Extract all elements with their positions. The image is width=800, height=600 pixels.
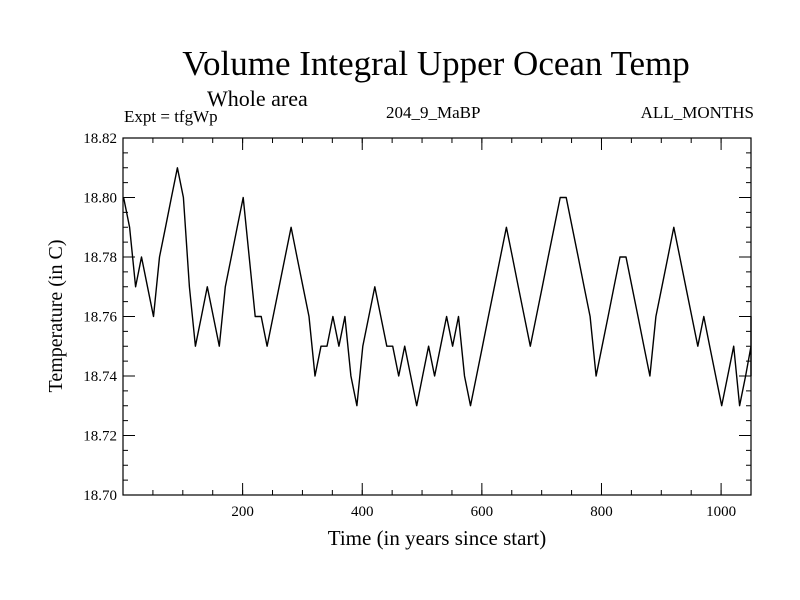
x-axis-label: Time (in years since start) (328, 526, 547, 550)
y-tick-label: 18.80 (83, 191, 117, 207)
period-label: ALL_MONTHS (640, 103, 754, 122)
y-tick-label: 18.72 (83, 429, 117, 445)
y-tick-label: 18.70 (83, 488, 117, 504)
series-layer (122, 167, 752, 407)
y-tick-label: 18.82 (83, 131, 117, 147)
y-axis-label: Temperature (in C) (45, 240, 67, 393)
y-tick-label: 18.78 (83, 250, 117, 266)
chart-subtitle: Whole area (207, 86, 308, 111)
x-tick-labels: 200 400 600 800 1000 (231, 504, 736, 520)
x-tick-label: 200 (231, 504, 254, 520)
x-tick-label: 600 (471, 504, 494, 520)
y-tick-label: 18.74 (83, 369, 117, 385)
experiment-label: Expt = tfgWp (124, 107, 218, 126)
x-tick-label: 1000 (706, 504, 736, 520)
chart-title: Volume Integral Upper Ocean Temp (182, 44, 690, 83)
tick-marks (123, 137, 751, 496)
experiment-name: 204_9_MaBP (386, 103, 481, 122)
y-tick-label: 18.76 (83, 310, 117, 326)
plot-frame (122, 137, 752, 496)
series-line (122, 167, 752, 407)
x-tick-label: 400 (351, 504, 374, 520)
x-tick-label: 800 (590, 504, 613, 520)
y-tick-labels: 18.70 18.72 18.74 18.76 18.78 18.80 18.82 (83, 131, 117, 504)
